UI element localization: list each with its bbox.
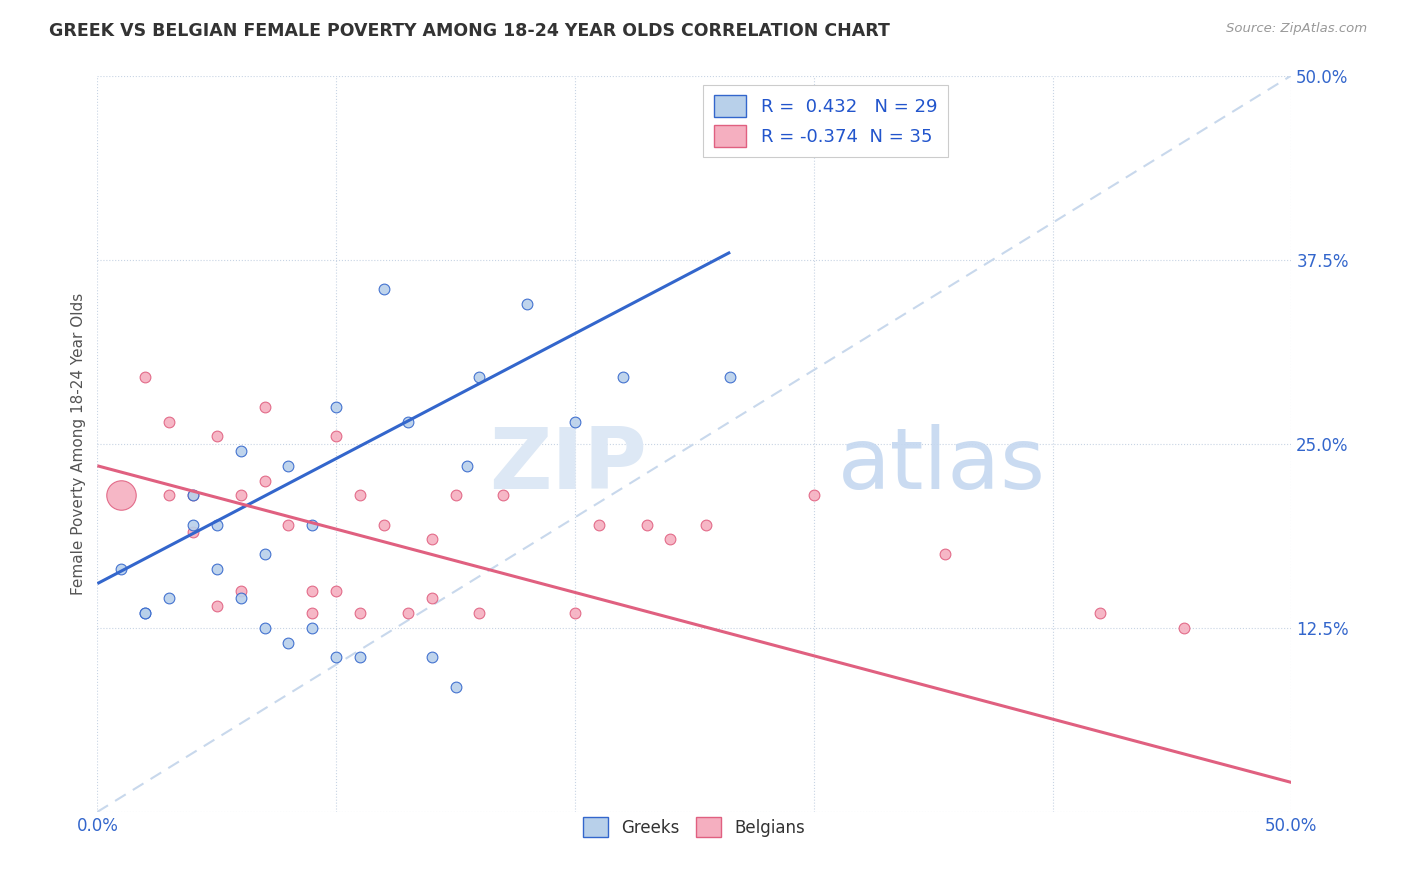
Point [110, 562, 132, 576]
Point [301, 606, 323, 620]
Point [396, 606, 419, 620]
Point [253, 621, 276, 635]
Point [157, 415, 180, 429]
Point [1090, 606, 1112, 620]
Point [456, 458, 478, 473]
Point [134, 606, 156, 620]
Point [349, 488, 371, 502]
Legend: Greeks, Belgians: Greeks, Belgians [576, 810, 813, 844]
Point [468, 606, 491, 620]
Text: atlas: atlas [838, 425, 1046, 508]
Point [157, 591, 180, 606]
Point [718, 370, 741, 384]
Point [349, 650, 371, 665]
Point [325, 400, 347, 414]
Point [420, 650, 443, 665]
Point [229, 584, 252, 599]
Point [277, 635, 299, 649]
Point [373, 282, 395, 296]
Point [1173, 621, 1195, 635]
Point [659, 533, 682, 547]
Point [157, 488, 180, 502]
Point [803, 488, 825, 502]
Point [325, 584, 347, 599]
Point [134, 370, 156, 384]
Point [181, 488, 204, 502]
Point [229, 488, 252, 502]
Y-axis label: Female Poverty Among 18-24 Year Olds: Female Poverty Among 18-24 Year Olds [72, 293, 86, 595]
Point [205, 429, 228, 443]
Point [181, 517, 204, 532]
Text: ZIP: ZIP [489, 425, 647, 508]
Point [420, 591, 443, 606]
Point [444, 680, 467, 694]
Point [110, 488, 132, 502]
Point [301, 517, 323, 532]
Point [229, 591, 252, 606]
Point [373, 517, 395, 532]
Point [277, 458, 299, 473]
Point [253, 400, 276, 414]
Point [253, 547, 276, 561]
Point [205, 599, 228, 613]
Point [564, 415, 586, 429]
Point [516, 297, 538, 311]
Point [134, 606, 156, 620]
Point [253, 474, 276, 488]
Point [444, 488, 467, 502]
Point [205, 517, 228, 532]
Point [325, 650, 347, 665]
Point [612, 370, 634, 384]
Point [205, 562, 228, 576]
Point [349, 606, 371, 620]
Text: Source: ZipAtlas.com: Source: ZipAtlas.com [1226, 22, 1367, 36]
Point [934, 547, 956, 561]
Point [301, 621, 323, 635]
Point [396, 415, 419, 429]
Point [420, 533, 443, 547]
Point [588, 517, 610, 532]
Point [277, 517, 299, 532]
Point [301, 584, 323, 599]
Text: GREEK VS BELGIAN FEMALE POVERTY AMONG 18-24 YEAR OLDS CORRELATION CHART: GREEK VS BELGIAN FEMALE POVERTY AMONG 18… [49, 22, 890, 40]
Point [181, 524, 204, 539]
Point [229, 444, 252, 458]
Point [564, 606, 586, 620]
Point [181, 488, 204, 502]
Point [695, 517, 717, 532]
Point [325, 429, 347, 443]
Point [492, 488, 515, 502]
Point [468, 370, 491, 384]
Point [636, 517, 658, 532]
